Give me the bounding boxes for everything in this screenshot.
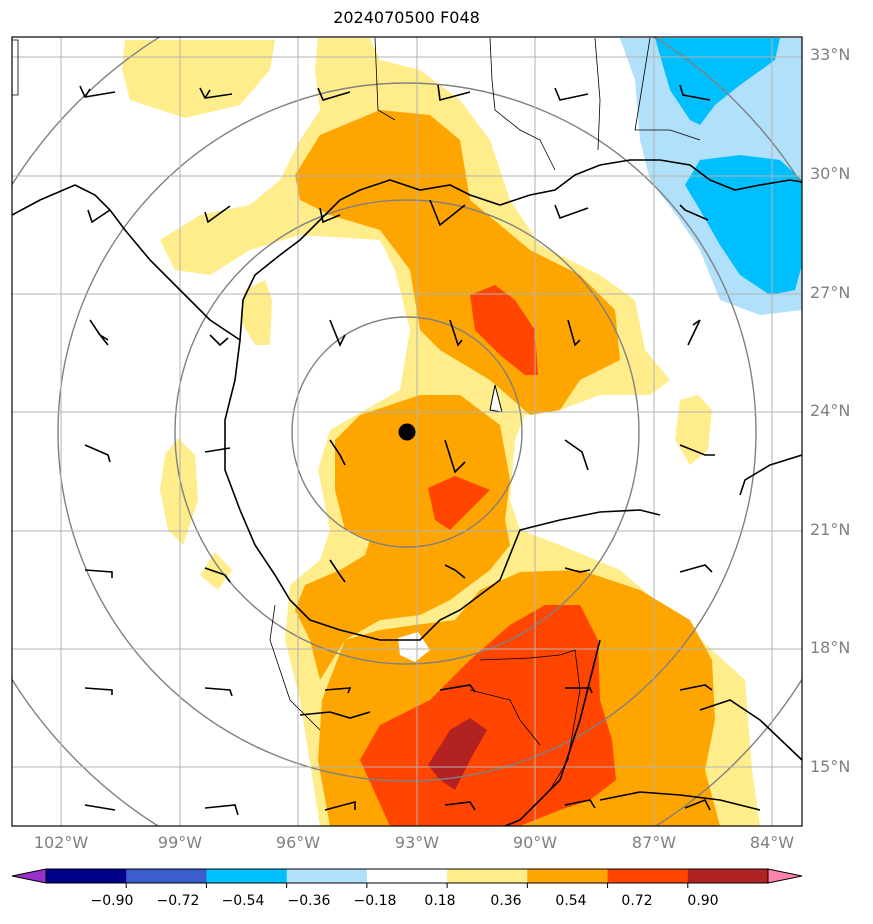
borders: [12, 37, 701, 791]
lon-label-87: 87°W: [631, 833, 677, 852]
lon-label-84: 84°W: [749, 833, 795, 852]
graticule: [12, 37, 802, 826]
map-frame: [11, 36, 803, 827]
colorbar-tick: −0.18: [353, 893, 397, 909]
colorbar-tick: 0.54: [555, 893, 587, 909]
lon-label-90: 90°W: [512, 833, 558, 852]
lon-label-93: 93°W: [394, 833, 440, 852]
lon-label-102: 102°W: [33, 833, 89, 852]
colorbar-tick: −0.90: [90, 893, 134, 909]
colorbar-segment: [286, 869, 368, 883]
colorbar-segment: [687, 869, 769, 883]
lat-label-30: 30°N: [810, 164, 851, 183]
map-title: 2024070500 F048: [333, 8, 480, 27]
colorbar: [11, 868, 803, 888]
colorbar-tick: −0.36: [287, 893, 331, 909]
lon-label-99: 99°W: [157, 833, 203, 852]
colorbar-extend-low: [12, 869, 46, 883]
colorbar-segment: [447, 869, 528, 883]
lat-label-18: 18°N: [810, 638, 851, 657]
storm-center-marker: [398, 423, 416, 441]
colorbar-extend-high: [768, 869, 802, 883]
colorbar-tick: −0.72: [156, 893, 200, 909]
contour-0-54: [360, 285, 616, 826]
colorbar-tick: −0.54: [221, 893, 265, 909]
colorbar-tick: 0.90: [687, 893, 719, 909]
colorbar-segment: [46, 869, 127, 883]
range-rings: [12, 37, 802, 826]
colorbar-tick: 0.72: [621, 893, 653, 909]
lat-label-24: 24°N: [810, 401, 851, 420]
contour-0-72: [428, 718, 487, 790]
wind-barbs: [79, 84, 715, 816]
contour-neg-0-36: [655, 38, 802, 295]
colorbar-segment: [366, 869, 448, 883]
lat-label-27: 27°N: [810, 283, 851, 302]
map-field: [12, 37, 802, 826]
colorbar-segment: [607, 869, 689, 883]
lat-label-21: 21°N: [810, 520, 851, 539]
lat-label-15: 15°N: [810, 757, 851, 776]
colorbar-segment: [126, 869, 207, 883]
lat-label-33: 33°N: [810, 45, 851, 64]
colorbar-tick: 0.18: [424, 893, 456, 909]
lon-label-96: 96°W: [275, 833, 321, 852]
colorbar-segment: [206, 869, 288, 883]
colorbar-tick: 0.36: [490, 893, 522, 909]
colorbar-segment: [527, 869, 609, 883]
